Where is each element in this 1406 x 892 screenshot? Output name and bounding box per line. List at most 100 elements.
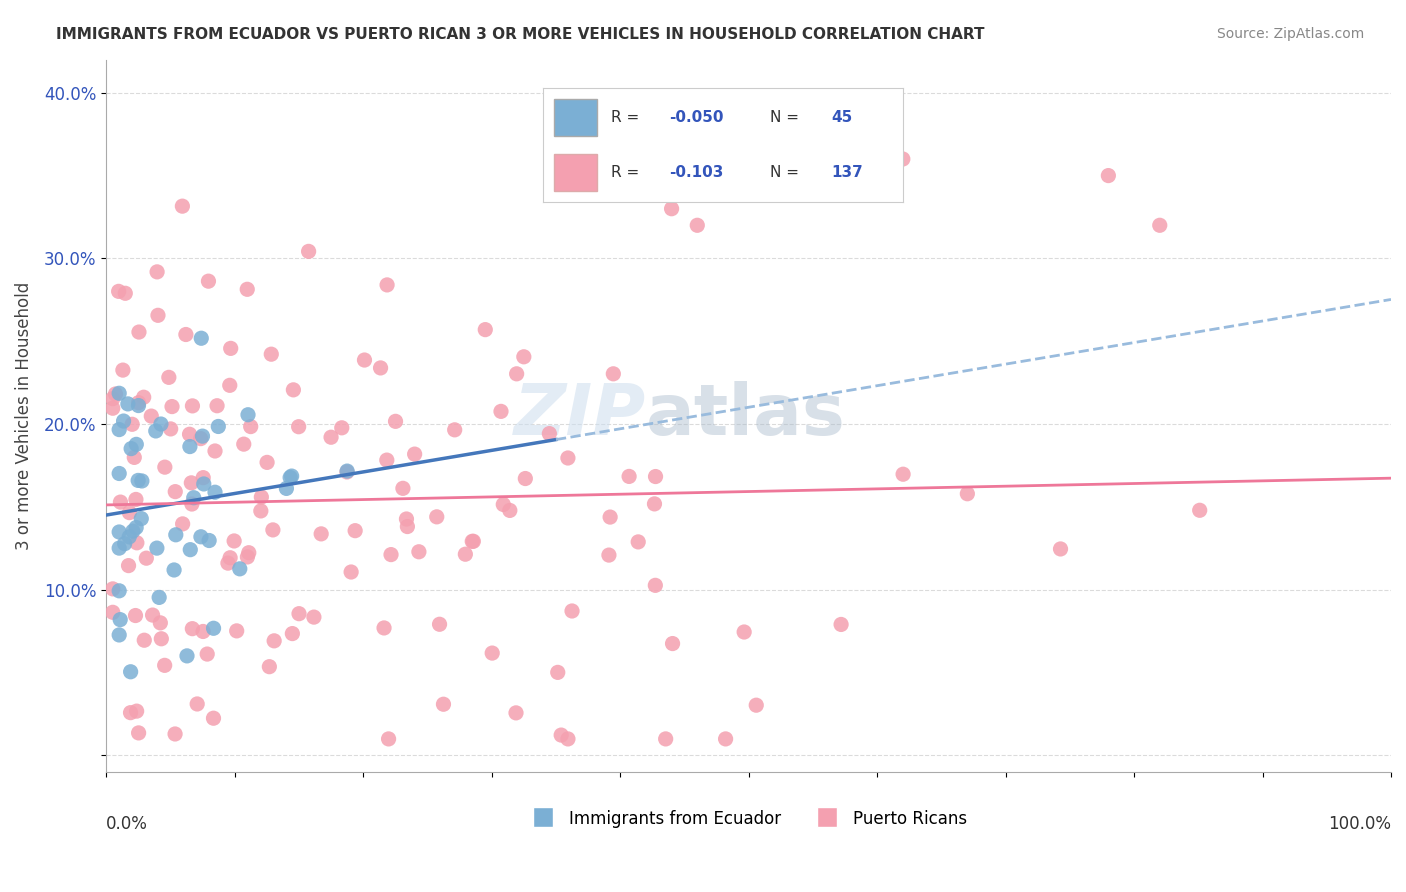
Point (135, 551, 157, 566)
Point (380, 548, 402, 562)
Point (120, 665, 142, 679)
Point (426, 509, 449, 524)
Point (599, 510, 621, 524)
Point (443, 423, 465, 437)
Point (492, 498, 515, 512)
Point (117, 397, 139, 411)
Point (336, 465, 359, 479)
Point (238, 546, 260, 560)
Point (396, 519, 419, 533)
Point (617, 469, 640, 483)
Point (125, 704, 148, 718)
Point (190, 530, 212, 544)
Point (499, 503, 522, 517)
Point (336, 464, 359, 478)
Point (108, 423, 131, 437)
Point (375, 453, 398, 467)
Point (330, 421, 353, 435)
Text: 100.0%: 100.0% (1329, 814, 1391, 833)
Point (120, 706, 142, 720)
Point (654, 731, 676, 746)
Point (127, 399, 149, 413)
Point (1049, 541, 1071, 556)
Point (384, 414, 406, 428)
Point (236, 282, 259, 296)
Point (644, 578, 666, 592)
Point (745, 698, 768, 713)
Point (186, 697, 208, 711)
Point (288, 607, 311, 621)
Point (370, 360, 392, 375)
Point (644, 469, 666, 483)
Point (830, 617, 852, 632)
Point (108, 628, 131, 642)
Point (256, 455, 278, 469)
Point (146, 308, 169, 322)
Point (205, 399, 228, 413)
Point (259, 659, 281, 673)
Point (395, 512, 418, 526)
Point (148, 591, 170, 605)
Point (550, 728, 572, 742)
Text: ZIP: ZIP (513, 381, 645, 450)
Point (114, 537, 136, 551)
Point (125, 492, 148, 507)
Point (117, 558, 139, 573)
Point (181, 399, 204, 413)
Point (101, 605, 124, 619)
Point (598, 548, 620, 562)
Point (128, 325, 150, 339)
Point (204, 485, 226, 500)
Point (149, 615, 172, 630)
Point (108, 583, 131, 598)
Point (891, 467, 914, 482)
Point (131, 474, 153, 488)
Point (474, 323, 496, 337)
Point (197, 274, 219, 288)
Point (353, 353, 375, 368)
Point (107, 285, 129, 299)
Point (195, 647, 218, 661)
Point (429, 617, 451, 632)
Point (172, 516, 194, 531)
Point (236, 549, 259, 564)
Point (236, 408, 259, 422)
Point (118, 530, 141, 544)
Point (191, 429, 214, 443)
Legend: Immigrants from Ecuador, Puerto Ricans: Immigrants from Ecuador, Puerto Ricans (524, 804, 973, 835)
Point (141, 409, 163, 423)
Point (302, 610, 325, 624)
Point (165, 528, 187, 542)
Point (229, 562, 252, 576)
Point (165, 484, 187, 499)
Point (281, 626, 304, 640)
Point (202, 711, 225, 725)
Point (101, 392, 124, 406)
Point (232, 437, 254, 451)
Point (125, 437, 148, 451)
Point (104, 387, 127, 401)
Point (561, 604, 583, 618)
Point (432, 698, 454, 712)
Point (145, 424, 167, 438)
Point (160, 400, 183, 414)
Point (714, 731, 737, 746)
Point (557, 731, 579, 746)
Point (602, 367, 624, 381)
Point (163, 563, 186, 577)
Point (204, 444, 226, 458)
Point (218, 378, 240, 392)
Point (489, 404, 512, 418)
Point (686, 219, 709, 233)
Point (207, 419, 229, 434)
Point (174, 327, 197, 342)
Point (110, 495, 132, 509)
Point (513, 350, 536, 364)
Point (191, 624, 214, 639)
Point (373, 621, 395, 635)
Point (463, 534, 485, 549)
Point (956, 487, 979, 501)
Point (250, 504, 273, 518)
Point (661, 636, 683, 650)
Point (128, 395, 150, 409)
